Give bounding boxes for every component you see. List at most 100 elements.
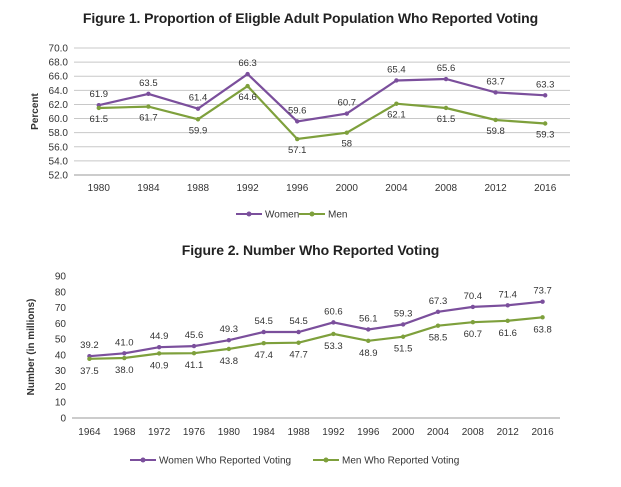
x-tick-label: 1984 [253,427,276,438]
data-label: 61.5 [437,114,456,125]
data-label: 40.9 [150,360,169,371]
data-point [394,78,399,83]
data-point [543,121,548,126]
data-label: 67.3 [429,296,448,307]
data-point [366,327,371,332]
y-tick-label: 80 [55,287,67,298]
data-point [505,303,510,308]
data-label: 66.3 [238,58,257,69]
data-point [226,338,232,343]
data-point [344,130,349,135]
data-point [245,83,250,89]
x-tick-label: 2000 [336,183,359,194]
data-point [146,104,151,109]
x-tick-label: 2012 [484,183,507,194]
chart-title: Figure 1. Proportion of Eligble Adult Po… [82,10,539,26]
data-label: 51.5 [394,344,413,355]
x-tick-label: 2004 [427,427,450,438]
data-label: 56.1 [359,313,378,324]
figure-1-chart: Figure 1. Proportion of Eligble Adult Po… [0,0,621,232]
data-label: 54.5 [289,316,308,327]
x-tick-label: 2008 [435,183,458,194]
data-label: 58.5 [429,333,448,344]
chart-title: Figure 2. Number Who Reported Voting [181,242,440,258]
data-point [331,331,336,337]
data-point [122,351,127,356]
y-tick-label: 54.0 [49,156,69,167]
data-point [505,318,510,324]
series-line [89,316,543,360]
y-tick-label: 58.0 [49,128,69,139]
series-line [98,72,546,123]
y-tick-label: 62.0 [49,100,69,111]
x-tick-label: 1964 [78,427,101,438]
data-label: 60.7 [464,329,483,340]
legend-marker [246,211,252,217]
data-point [366,338,371,344]
legend-label: Women [265,210,299,221]
data-label: 59.8 [486,126,505,137]
legend-marker [140,457,146,463]
y-tick-label: 64.0 [49,86,69,97]
data-point [470,304,476,310]
data-label: 59.3 [536,129,555,140]
figure-2-chart: Figure 2. Number Who Reported Voting 0 10… [0,232,621,487]
data-label: 71.4 [498,289,517,300]
y-tick-label: 68.0 [49,58,69,69]
data-label: 61.9 [90,89,109,100]
data-label: 47.4 [254,350,273,361]
data-label: 54.5 [254,316,273,327]
data-point [191,350,197,356]
data-label: 63.8 [533,324,552,335]
legend-label: Men Who Reported Voting [342,456,459,467]
y-tick-label: 30 [55,366,67,377]
data-label: 61.6 [498,328,517,339]
data-point [87,356,92,362]
x-tick-label: 1992 [236,183,259,194]
figure-1-plot: 52.0 54.0 56.0 58.0 60.0 62.0 64.0 66.0 68.0 70.0… [30,44,570,221]
data-point [296,340,301,345]
data-point [295,136,300,142]
y-axis-label: Percent [30,92,41,129]
series-line [89,300,543,358]
data-point [331,320,336,325]
legend-label: Men [328,210,347,221]
data-point [443,76,449,82]
y-tick-label: 20 [55,382,67,393]
data-point [156,344,162,350]
data-label: 58 [342,139,353,150]
legend-marker [323,457,329,463]
data-point [443,105,449,111]
y-tick-label: 66.0 [49,72,69,83]
x-tick-label: 1988 [187,183,210,194]
x-tick-label: 1980 [88,183,111,194]
x-tick-label: 2012 [497,427,520,438]
data-label: 64.6 [238,92,257,103]
y-axis-label: Number (in millions) [26,299,37,396]
data-point [295,119,300,124]
series-line [98,84,546,141]
data-label: 65.6 [437,63,456,74]
data-label: 37.5 [80,366,99,377]
data-point [245,71,250,77]
x-tick-label: 1968 [113,427,136,438]
data-label: 63.3 [536,79,555,90]
y-tick-label: 70.0 [49,44,69,55]
data-label: 44.9 [150,331,169,342]
x-tick-label: 1992 [322,427,345,438]
data-label: 41.1 [185,360,204,371]
data-point [296,329,301,335]
data-label: 61.5 [90,114,109,125]
x-tick-label: 1980 [218,427,241,438]
x-tick-label: 2016 [531,427,554,438]
legend-marker [309,211,315,217]
data-point [470,320,476,325]
data-label: 70.4 [464,291,483,302]
y-tick-label: 60 [55,319,67,330]
data-point [96,105,102,111]
data-point [195,117,201,122]
y-tick-label: 50 [55,335,67,346]
x-tick-label: 1984 [137,183,160,194]
data-point [191,343,197,349]
data-label: 43.8 [220,356,239,367]
